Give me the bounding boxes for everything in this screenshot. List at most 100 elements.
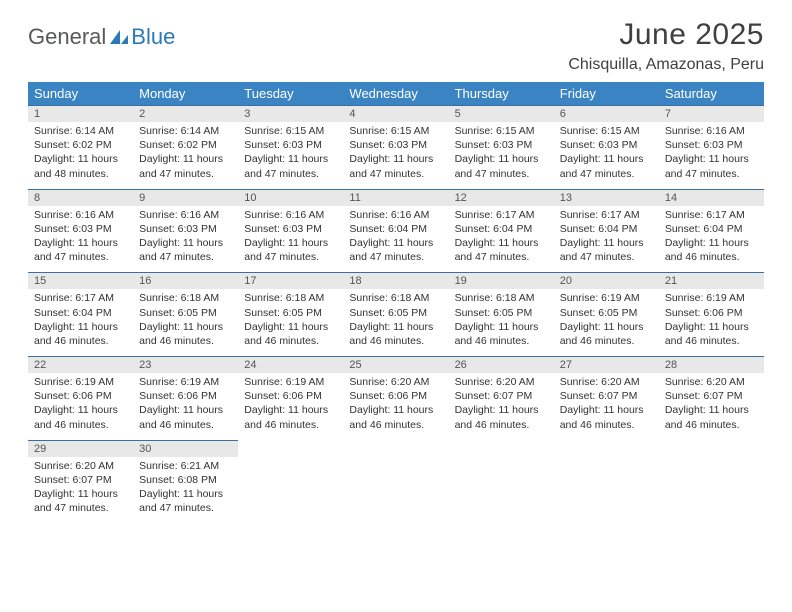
sunrise-text: Sunrise: 6:19 AM (560, 291, 653, 305)
daylight-text-1: Daylight: 11 hours (244, 320, 337, 334)
day-cell: 11Sunrise: 6:16 AMSunset: 6:04 PMDayligh… (343, 189, 448, 273)
daylight-text-2: and 46 minutes. (349, 334, 442, 348)
calendar-page: General Blue June 2025 Chisquilla, Amazo… (0, 0, 792, 541)
day-number: 1 (28, 105, 133, 122)
day-number: 7 (659, 105, 764, 122)
daylight-text-2: and 47 minutes. (139, 250, 232, 264)
day-details: Sunrise: 6:16 AMSunset: 6:03 PMDaylight:… (659, 122, 764, 189)
sunrise-text: Sunrise: 6:15 AM (349, 124, 442, 138)
day-number: 17 (238, 272, 343, 289)
day-cell: 9 Sunrise: 6:16 AMSunset: 6:03 PMDaylight… (133, 189, 238, 273)
day-cell: 4Sunrise: 6:15 AMSunset: 6:03 PMDaylight… (343, 105, 448, 189)
day-header: Sunday (28, 82, 133, 105)
day-details: Sunrise: 6:19 AMSunset: 6:05 PMDaylight:… (554, 289, 659, 356)
day-header: Saturday (659, 82, 764, 105)
daylight-text-1: Daylight: 11 hours (560, 403, 653, 417)
day-details: Sunrise: 6:17 AMSunset: 6:04 PMDaylight:… (28, 289, 133, 356)
sunrise-text: Sunrise: 6:18 AM (349, 291, 442, 305)
day-number: 6 (554, 105, 659, 122)
daylight-text-2: and 47 minutes. (349, 250, 442, 264)
sunrise-text: Sunrise: 6:20 AM (34, 459, 127, 473)
day-details: Sunrise: 6:15 AMSunset: 6:03 PMDaylight:… (449, 122, 554, 189)
day-cell: 10Sunrise: 6:16 AMSunset: 6:03 PMDayligh… (238, 189, 343, 273)
daylight-text-1: Daylight: 11 hours (244, 403, 337, 417)
day-cell: 28Sunrise: 6:20 AMSunset: 6:07 PMDayligh… (659, 356, 764, 440)
daylight-text-2: and 47 minutes. (560, 167, 653, 181)
sunrise-text: Sunrise: 6:16 AM (665, 124, 758, 138)
sunset-text: Sunset: 6:07 PM (34, 473, 127, 487)
daylight-text-2: and 47 minutes. (34, 501, 127, 515)
day-number: 11 (343, 189, 448, 206)
day-cell: 29Sunrise: 6:20 AMSunset: 6:07 PMDayligh… (28, 440, 133, 524)
sunrise-text: Sunrise: 6:16 AM (244, 208, 337, 222)
daylight-text-2: and 47 minutes. (455, 167, 548, 181)
sunset-text: Sunset: 6:03 PM (349, 138, 442, 152)
sunrise-text: Sunrise: 6:17 AM (560, 208, 653, 222)
day-header: Wednesday (343, 82, 448, 105)
day-details: Sunrise: 6:17 AMSunset: 6:04 PMDaylight:… (554, 206, 659, 273)
daylight-text-1: Daylight: 11 hours (349, 320, 442, 334)
sunrise-text: Sunrise: 6:16 AM (139, 208, 232, 222)
day-cell: 8Sunrise: 6:16 AMSunset: 6:03 PMDaylight… (28, 189, 133, 273)
daylight-text-2: and 47 minutes. (244, 250, 337, 264)
day-cell: 14Sunrise: 6:17 AMSunset: 6:04 PMDayligh… (659, 189, 764, 273)
day-details: Sunrise: 6:18 AMSunset: 6:05 PMDaylight:… (238, 289, 343, 356)
sunrise-text: Sunrise: 6:18 AM (244, 291, 337, 305)
sunrise-text: Sunrise: 6:17 AM (455, 208, 548, 222)
sunset-text: Sunset: 6:07 PM (665, 389, 758, 403)
day-number: 15 (28, 272, 133, 289)
day-details: Sunrise: 6:16 AMSunset: 6:03 PMDaylight:… (238, 206, 343, 273)
daylight-text-1: Daylight: 11 hours (34, 152, 127, 166)
day-number: 23 (133, 356, 238, 373)
sunset-text: Sunset: 6:04 PM (455, 222, 548, 236)
day-number: 24 (238, 356, 343, 373)
daylight-text-1: Daylight: 11 hours (665, 236, 758, 250)
day-number: 2 (133, 105, 238, 122)
daylight-text-1: Daylight: 11 hours (139, 236, 232, 250)
calendar-body: 1Sunrise: 6:14 AMSunset: 6:02 PMDaylight… (28, 105, 764, 523)
day-cell: 5Sunrise: 6:15 AMSunset: 6:03 PMDaylight… (449, 105, 554, 189)
day-details: Sunrise: 6:19 AMSunset: 6:06 PMDaylight:… (238, 373, 343, 440)
sunset-text: Sunset: 6:07 PM (560, 389, 653, 403)
calendar-header-row: Sunday Monday Tuesday Wednesday Thursday… (28, 82, 764, 105)
day-header: Tuesday (238, 82, 343, 105)
sunset-text: Sunset: 6:06 PM (139, 389, 232, 403)
daylight-text-1: Daylight: 11 hours (665, 403, 758, 417)
day-cell: 20Sunrise: 6:19 AMSunset: 6:05 PMDayligh… (554, 272, 659, 356)
day-number: 8 (28, 189, 133, 206)
daylight-text-2: and 46 minutes. (139, 418, 232, 432)
sunrise-text: Sunrise: 6:14 AM (139, 124, 232, 138)
day-cell: .. (238, 440, 343, 524)
daylight-text-2: and 48 minutes. (34, 167, 127, 181)
sunrise-text: Sunrise: 6:19 AM (244, 375, 337, 389)
sunset-text: Sunset: 6:03 PM (139, 222, 232, 236)
sunset-text: Sunset: 6:06 PM (349, 389, 442, 403)
day-details: Sunrise: 6:18 AMSunset: 6:05 PMDaylight:… (133, 289, 238, 356)
day-cell: 1Sunrise: 6:14 AMSunset: 6:02 PMDaylight… (28, 105, 133, 189)
daylight-text-2: and 47 minutes. (455, 250, 548, 264)
day-header: Monday (133, 82, 238, 105)
day-details: Sunrise: 6:19 AMSunset: 6:06 PMDaylight:… (133, 373, 238, 440)
day-number: 19 (449, 272, 554, 289)
day-number: 4 (343, 105, 448, 122)
day-number: 14 (659, 189, 764, 206)
day-cell: 18Sunrise: 6:18 AMSunset: 6:05 PMDayligh… (343, 272, 448, 356)
day-details: Sunrise: 6:17 AMSunset: 6:04 PMDaylight:… (659, 206, 764, 273)
day-number: 9 (133, 189, 238, 206)
day-details: Sunrise: 6:20 AMSunset: 6:07 PMDaylight:… (28, 457, 133, 524)
daylight-text-2: and 46 minutes. (34, 418, 127, 432)
daylight-text-1: Daylight: 11 hours (34, 236, 127, 250)
daylight-text-1: Daylight: 11 hours (455, 236, 548, 250)
header: General Blue June 2025 Chisquilla, Amazo… (28, 18, 764, 74)
day-header: Thursday (449, 82, 554, 105)
sunrise-text: Sunrise: 6:16 AM (34, 208, 127, 222)
sunset-text: Sunset: 6:06 PM (665, 306, 758, 320)
sunrise-text: Sunrise: 6:15 AM (455, 124, 548, 138)
day-number: 21 (659, 272, 764, 289)
sunrise-text: Sunrise: 6:19 AM (665, 291, 758, 305)
day-cell: 30Sunrise: 6:21 AMSunset: 6:08 PMDayligh… (133, 440, 238, 524)
day-number: 16 (133, 272, 238, 289)
day-number: 20 (554, 272, 659, 289)
day-number: 12 (449, 189, 554, 206)
day-cell: 12 Sunrise: 6:17 AMSunset: 6:04 PMDayligh… (449, 189, 554, 273)
